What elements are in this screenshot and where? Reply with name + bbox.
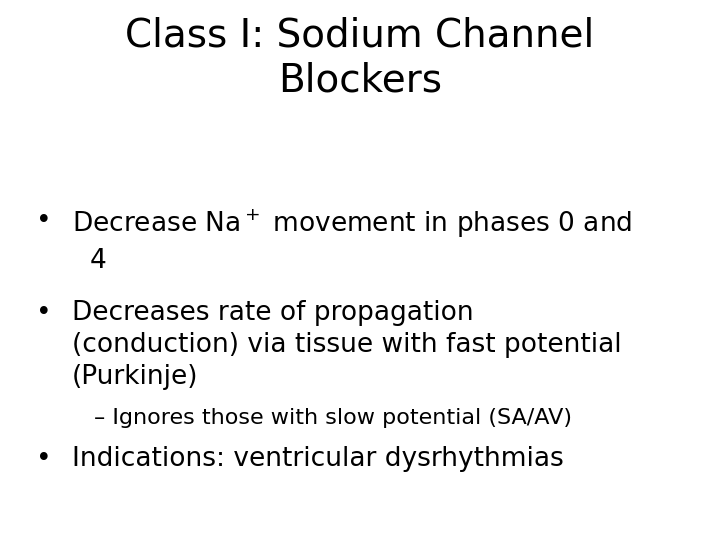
Text: •: •	[36, 446, 52, 471]
Text: •: •	[36, 300, 52, 326]
Text: •: •	[36, 208, 52, 234]
Text: – Ignores those with slow potential (SA/AV): – Ignores those with slow potential (SA/…	[94, 408, 572, 428]
Text: Decreases rate of propagation
(conduction) via tissue with fast potential
(Purki: Decreases rate of propagation (conductio…	[72, 300, 621, 390]
Text: Class I: Sodium Channel
Blockers: Class I: Sodium Channel Blockers	[125, 16, 595, 100]
Text: Decrease Na$^+$ movement in phases 0 and: Decrease Na$^+$ movement in phases 0 and	[72, 208, 632, 240]
Text: 4: 4	[90, 248, 107, 274]
Text: Indications: ventricular dysrhythmias: Indications: ventricular dysrhythmias	[72, 446, 564, 471]
